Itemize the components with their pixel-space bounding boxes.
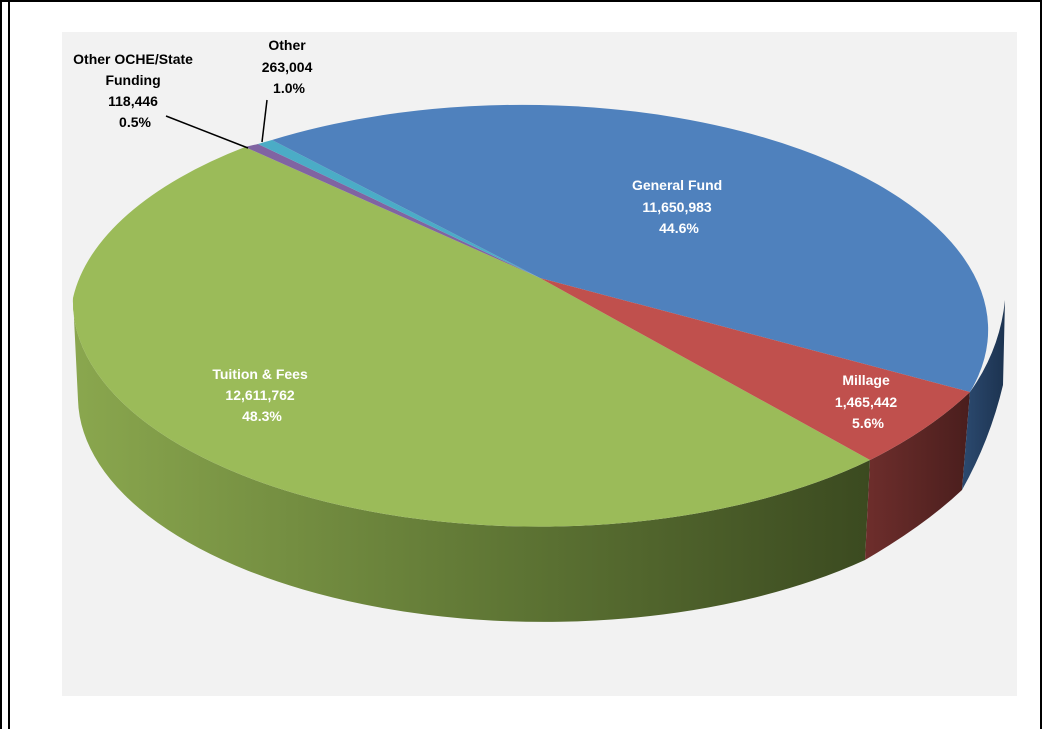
other-oche-label-line2: Funding <box>105 72 160 88</box>
millage-side-wall <box>865 392 970 560</box>
svg-text:Millage 1,465,442 5.6%: Millage 1,465,442 5.6% <box>835 372 901 431</box>
general-fund-percent: 44.6% <box>659 220 699 236</box>
svg-text:General Fund 11,650,983: General Fund 11,650,983 44.6% <box>632 177 726 236</box>
tuition-fees-percent: 48.3% <box>242 408 282 424</box>
other-percent: 1.0% <box>273 80 305 96</box>
general-fund-side-wall <box>962 300 1005 490</box>
other-oche-percent: 0.5% <box>119 114 151 130</box>
millage-percent: 5.6% <box>852 415 884 431</box>
general-fund-value: 11,650,983 <box>642 199 712 215</box>
millage-label: Millage <box>842 372 890 388</box>
tuition-fees-side-wall <box>72 298 870 622</box>
general-fund-label: General Fund <box>632 177 722 193</box>
other-value: 263,004 <box>262 59 313 75</box>
other-label: Other <box>268 37 306 53</box>
tuition-fees-value: 12,611,762 <box>225 387 295 403</box>
tuition-fees-label: Tuition & Fees <box>212 366 308 382</box>
frame-top-border <box>0 0 1042 2</box>
pie-slice-other <box>258 140 540 278</box>
millage-value: 1,465,442 <box>835 394 897 410</box>
svg-text:Other OCHE/State Funding: Other OCHE/State Funding 118,446 0.5% <box>73 51 197 130</box>
other-leader-line <box>261 99 268 143</box>
frame-inner-left-border <box>8 0 10 729</box>
pie-slice-other-oche <box>245 144 540 278</box>
frame-right-border <box>1040 0 1042 729</box>
other-oche-label-line1: Other OCHE/State <box>73 51 193 67</box>
svg-text:Other 263,004 1.0%: Other 263,004 1.0% <box>262 37 317 96</box>
svg-text:Tuition & Fees 12,611,762: Tuition & Fees 12,611,762 48.3% <box>212 366 311 424</box>
pie-slice-millage <box>540 278 970 460</box>
frame-left-border <box>0 0 2 729</box>
pie-slice-general-fund <box>272 104 989 393</box>
pie-slice-tuition-fees <box>72 147 870 527</box>
other-oche-leader-line <box>165 115 249 149</box>
other-oche-value: 118,446 <box>108 93 158 109</box>
